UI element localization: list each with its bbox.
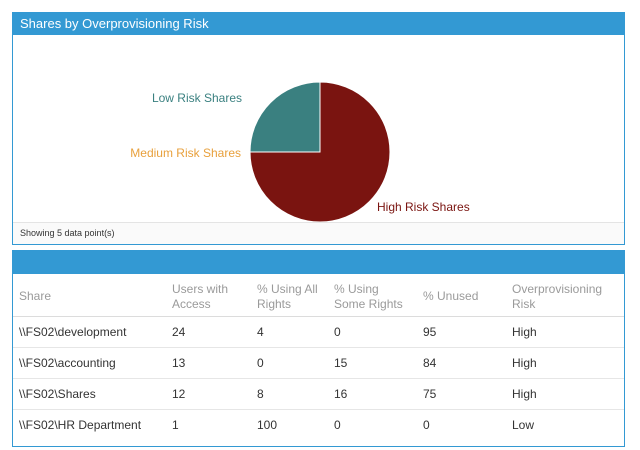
cell-all-rights: 100 [257, 418, 278, 432]
chart-area: Low Risk Shares Medium Risk Shares High Ri… [13, 35, 624, 223]
table-row[interactable]: \\FS02\HR Department 1 100 0 0 Low [13, 410, 624, 441]
table-row[interactable]: \\FS02\accounting 13 0 15 84 High [13, 347, 624, 379]
col-pct-some-rights[interactable]: % Using Some Rights [328, 274, 417, 317]
pie-chart: Low Risk Shares Medium Risk Shares High Ri… [130, 81, 470, 223]
table-row[interactable]: \\FS02\development 24 4 0 95 High [13, 316, 624, 348]
cell-share: \\FS02\development [13, 316, 166, 348]
cell-share: \\FS02\HR Department [19, 418, 142, 432]
shares-table: Share Users with Access % Using All Righ… [13, 274, 624, 440]
cell-risk: High [506, 316, 624, 348]
col-overprovisioning-risk[interactable]: Overprovisioning Risk [506, 274, 624, 317]
cell-unused: 95 [417, 316, 506, 348]
pie-label-low-risk-shares: Low Risk Shares [152, 91, 242, 105]
table-header-row: Share Users with Access % Using All Righ… [13, 274, 624, 317]
cell-all-rights: 8 [251, 378, 328, 410]
cell-risk: Low [512, 418, 535, 432]
cell-share: \\FS02\Shares [13, 378, 166, 410]
cell-users: 24 [166, 316, 251, 348]
table-row[interactable]: \\FS02\Shares 12 8 16 75 High [13, 378, 624, 410]
shares-by-risk-panel: Shares by Overprovisioning Risk Low Risk… [12, 12, 625, 245]
cell-all-rights: 0 [251, 347, 328, 379]
pie-label-high-risk-shares: High Risk Shares [377, 200, 470, 214]
col-users-with-access[interactable]: Users with Access [166, 274, 251, 317]
cell-some-rights: 0 [334, 418, 341, 432]
shares-table-panel: Share Users with Access % Using All Righ… [12, 250, 625, 447]
col-pct-all-rights[interactable]: % Using All Rights [251, 274, 328, 317]
cell-some-rights: 0 [328, 316, 417, 348]
cell-risk: High [506, 347, 624, 379]
cell-unused: 84 [417, 347, 506, 379]
cell-users: 13 [166, 347, 251, 379]
pie-slice-high-risk-shares[interactable] [249, 81, 391, 223]
pie-label-medium-risk-shares: Medium Risk Shares [130, 146, 241, 160]
cell-all-rights: 4 [251, 316, 328, 348]
col-pct-unused[interactable]: % Unused [417, 274, 506, 317]
cell-share: \\FS02\accounting [13, 347, 166, 379]
cell-unused: 75 [417, 378, 506, 410]
chart-panel-title: Shares by Overprovisioning Risk [13, 13, 624, 35]
table-panel-title [13, 251, 624, 274]
cell-unused: 0 [423, 418, 430, 432]
pie-slice-low-risk-shares[interactable] [249, 81, 321, 153]
cell-some-rights: 15 [328, 347, 417, 379]
cell-users: 12 [166, 378, 251, 410]
cell-users: 1 [172, 418, 179, 432]
cell-risk: High [506, 378, 624, 410]
chart-footer: Showing 5 data point(s) [13, 222, 624, 244]
col-share[interactable]: Share [13, 274, 166, 317]
cell-some-rights: 16 [328, 378, 417, 410]
